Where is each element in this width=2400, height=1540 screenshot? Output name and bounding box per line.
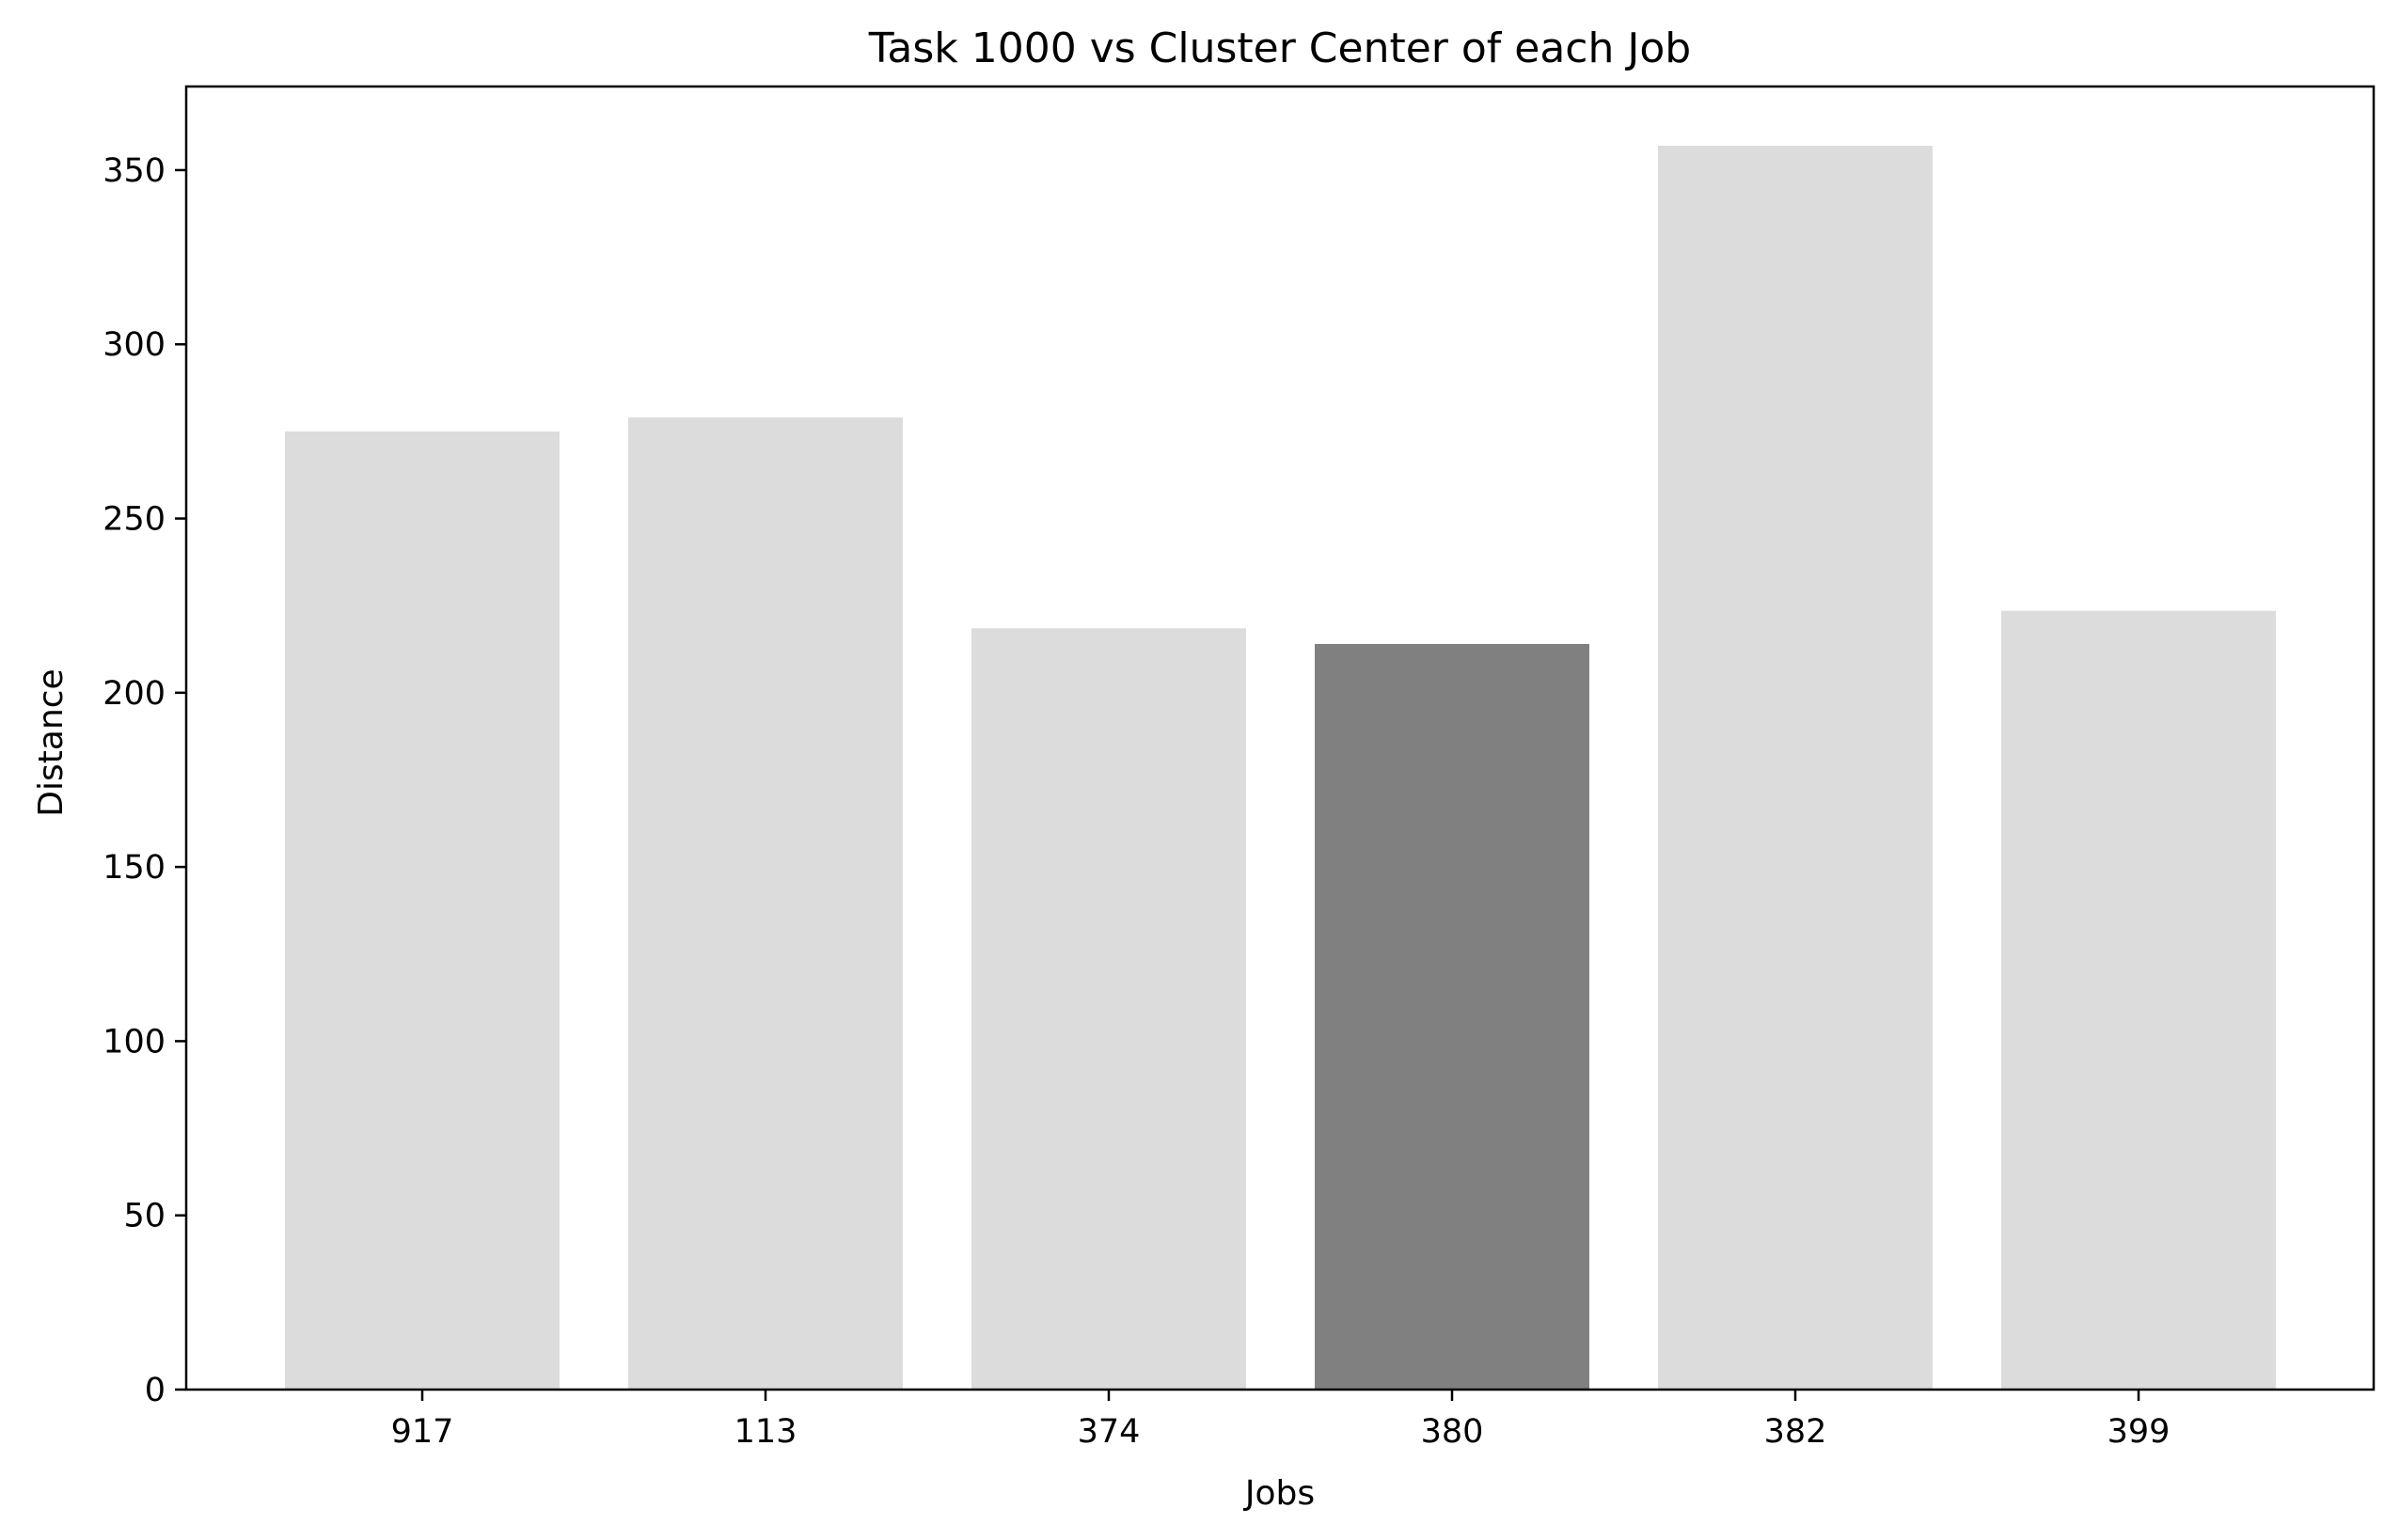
x-tick-label: 399 (2108, 1413, 2171, 1451)
y-axis-label: Distance (32, 668, 71, 816)
bar-382 (1658, 146, 1933, 1390)
y-tick-label: 300 (103, 326, 166, 364)
bar-113 (628, 417, 903, 1390)
y-tick-label: 100 (103, 1023, 166, 1061)
x-tick-label: 917 (391, 1413, 454, 1451)
chart-title: Task 1000 vs Cluster Center of each Job (868, 24, 1691, 72)
x-tick-label: 382 (1764, 1413, 1827, 1451)
y-tick-label: 200 (103, 675, 166, 713)
plot-frame (184, 85, 2376, 1391)
x-tick-label: 374 (1078, 1413, 1141, 1451)
x-tick-label: 113 (734, 1413, 797, 1451)
y-tick-label: 150 (103, 849, 166, 887)
bar-380 (1315, 643, 1589, 1390)
bars-group (285, 146, 2276, 1391)
bar-917 (285, 431, 560, 1391)
x-axis-ticks: 917 113 374 380 382 399 (391, 1390, 2171, 1451)
x-tick-label: 380 (1421, 1413, 1484, 1451)
bar-374 (971, 628, 1246, 1390)
y-tick-label: 0 (145, 1372, 166, 1409)
bar-399 (2001, 610, 2276, 1390)
y-tick-label: 350 (103, 152, 166, 190)
y-tick-label: 50 (123, 1198, 166, 1235)
x-axis-label: Jobs (1243, 1474, 1315, 1513)
y-tick-label: 250 (103, 501, 166, 539)
y-axis-ticks: 0 50 100 150 200 250 300 350 (103, 152, 186, 1409)
